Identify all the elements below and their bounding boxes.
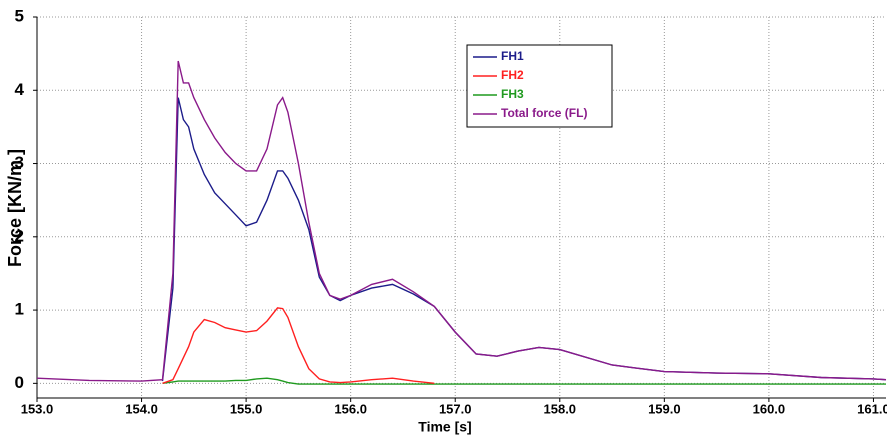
y-tick-label: 0 [15, 373, 24, 392]
series-line [36, 60, 887, 382]
series-line [161, 97, 887, 382]
x-tick-label: 157.0 [439, 401, 472, 416]
x-tick-label: 154.0 [125, 401, 158, 416]
y-axis-label: Force [KN/m ] [5, 149, 25, 267]
x-tick-label: 160.0 [753, 401, 786, 416]
legend-label: FH3 [501, 87, 524, 101]
y-tick-label: 2 [15, 226, 24, 245]
legend-label: FH1 [501, 49, 524, 63]
x-tick-label: 155.0 [230, 401, 263, 416]
x-tick-label: 161.0 [857, 401, 887, 416]
y-tick-label: 4 [15, 80, 25, 99]
legend-label: FH2 [501, 68, 524, 82]
series-line [162, 307, 435, 384]
y-tick-label: 1 [15, 300, 24, 319]
legend-label: Total force (FL) [501, 106, 587, 120]
x-tick-label: 156.0 [334, 401, 367, 416]
x-tick-label: 159.0 [648, 401, 681, 416]
x-axis-label: Time [s] [418, 419, 471, 435]
series-line [162, 377, 886, 385]
y-tick-label: 3 [15, 153, 24, 172]
x-tick-label: 153.0 [21, 401, 54, 416]
y-tick-label: 5 [15, 6, 24, 25]
x-tick-label: 158.0 [544, 401, 577, 416]
